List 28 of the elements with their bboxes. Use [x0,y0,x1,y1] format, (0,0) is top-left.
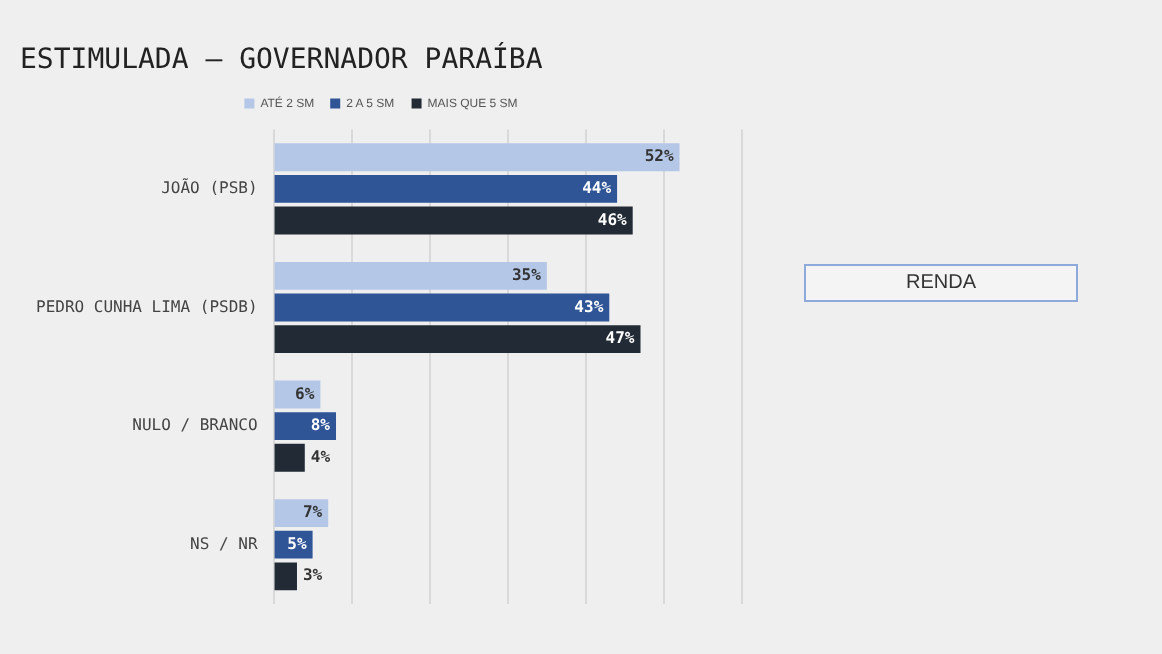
data-label: 52% [644,147,674,166]
bar [274,261,547,290]
data-label: 7% [302,503,323,522]
data-label: 35% [511,266,542,285]
data-label: 3% [302,566,323,585]
data-label: 4% [310,447,331,466]
data-label: 6% [295,384,315,403]
data-label: 46% [597,210,628,229]
data-label: 47% [605,329,635,348]
bar [274,499,329,527]
y-tick-label: NS / NR [190,534,258,553]
data-label: 44% [582,179,612,198]
text: RENDA [804,264,1078,302]
bar [274,143,680,172]
y-tick-label: NULO / BRANCO [132,416,258,435]
data-label: 5% [287,534,307,553]
bar [274,562,297,591]
data-label: 8% [310,416,331,435]
y-tick-label: JOÃO (PSB) [161,177,258,198]
bar [274,293,610,322]
bar [274,206,633,235]
data-label: 43% [574,297,604,316]
chart-title: ESTIMULADA – GOVERNADOR PARAÍBA [20,42,544,77]
y-tick-label: PEDRO CUNHA LIMA (PSDB) [35,297,258,316]
bar [274,174,618,203]
bar [274,443,305,472]
bar [274,412,337,441]
bar [274,325,641,354]
